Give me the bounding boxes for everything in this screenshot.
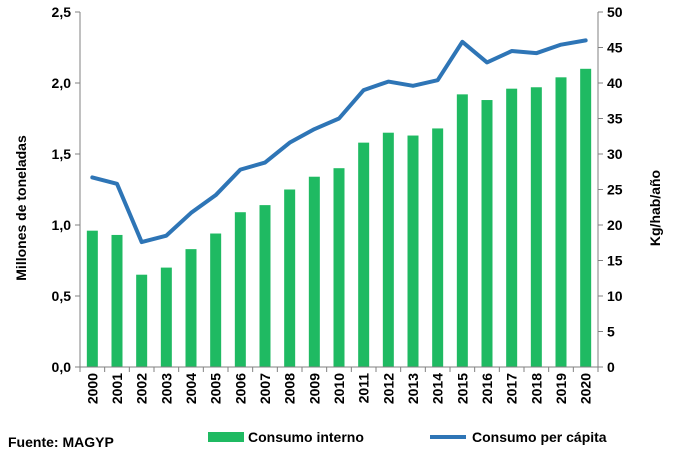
x-tick-label: 2001	[109, 373, 125, 404]
bar-2014	[432, 128, 444, 367]
bar-2009	[308, 176, 320, 367]
y-tick-label: 2,5	[52, 4, 72, 20]
bar-2000	[86, 230, 98, 367]
x-tick-label: 2007	[257, 373, 273, 404]
x-tick-label: 2009	[306, 373, 322, 404]
legend: Consumo interno Consumo per cápita	[208, 429, 607, 445]
x-tick-label: 2008	[282, 373, 298, 404]
y2-tick-label: 25	[607, 182, 623, 198]
y2-tick-label: 40	[607, 75, 623, 91]
legend-label-consumo-per-capita: Consumo per cápita	[472, 429, 607, 445]
y-tick-label: 0,5	[52, 288, 72, 304]
y2-tick-label: 5	[607, 324, 615, 340]
legend-swatch-consumo-interno	[208, 432, 244, 442]
bar-2007	[259, 205, 271, 367]
series-line-consumo-per-capita	[90, 38, 588, 245]
x-tick-label: 2014	[430, 373, 446, 404]
bar-2020	[580, 68, 592, 368]
bar-2008	[284, 189, 296, 367]
legend-label-consumo-interno: Consumo interno	[248, 429, 364, 445]
x-tick-label: 2004	[183, 373, 199, 404]
x-tick-label: 2015	[454, 373, 470, 404]
bar-2012	[382, 132, 394, 367]
bar-2006	[234, 212, 246, 367]
y-axis-title: Millones de toneladas	[13, 135, 29, 281]
bar-2019	[555, 77, 567, 367]
bars-layer	[86, 68, 592, 368]
x-tick-label: 2010	[331, 373, 347, 404]
x-tick-label: 2020	[578, 373, 594, 404]
bar-2015	[456, 94, 468, 368]
source-note: Fuente: MAGYP	[8, 434, 114, 450]
x-tick-label: 2017	[504, 373, 520, 404]
bar-2001	[111, 234, 123, 367]
y2-tick-label: 10	[607, 288, 623, 304]
y2-tick-label: 20	[607, 217, 623, 233]
line-layer	[90, 38, 588, 245]
x-tick-label: 2016	[479, 373, 495, 404]
x-tick-label: 2019	[553, 373, 569, 404]
y-tick-label: 1,0	[52, 217, 72, 233]
bar-2010	[333, 168, 345, 367]
x-tick-label: 2011	[356, 373, 372, 404]
bar-2013	[407, 135, 419, 367]
bar-2016	[481, 100, 493, 367]
y2-axis-title: Kg/hab/año	[647, 170, 663, 246]
bar-2004	[185, 249, 197, 367]
x-tick-label: 2006	[232, 373, 248, 404]
x-tick-label: 2018	[528, 373, 544, 404]
bar-2003	[160, 267, 172, 367]
x-tick-label: 2005	[208, 373, 224, 404]
bar-2018	[530, 87, 542, 367]
bar-2005	[210, 233, 222, 367]
y-tick-label: 0,0	[52, 359, 72, 375]
y2-tick-label: 35	[607, 111, 623, 127]
y-tick-label: 2,0	[52, 75, 72, 91]
y-tick-label: 1,5	[52, 146, 72, 162]
y2-tick-label: 30	[607, 146, 623, 162]
bar-2011	[358, 142, 370, 367]
bar-2017	[506, 88, 518, 368]
y2-tick-label: 45	[607, 40, 623, 56]
y2-tick-label: 0	[607, 359, 615, 375]
x-tick-label: 2012	[380, 373, 396, 404]
y2-tick-label: 15	[607, 253, 623, 269]
x-tick-label: 2000	[84, 373, 100, 404]
x-tick-label: 2003	[158, 373, 174, 404]
y2-tick-label: 50	[607, 4, 623, 20]
axes-layer: 0,0 0,5 1,0 1,5 2,0 2,5 0 5 10 15 20 25 30 35 40 45 50 20…	[52, 4, 623, 404]
bar-2002	[136, 274, 148, 367]
x-tick-label: 2002	[134, 373, 150, 404]
x-tick-label: 2013	[405, 373, 421, 404]
